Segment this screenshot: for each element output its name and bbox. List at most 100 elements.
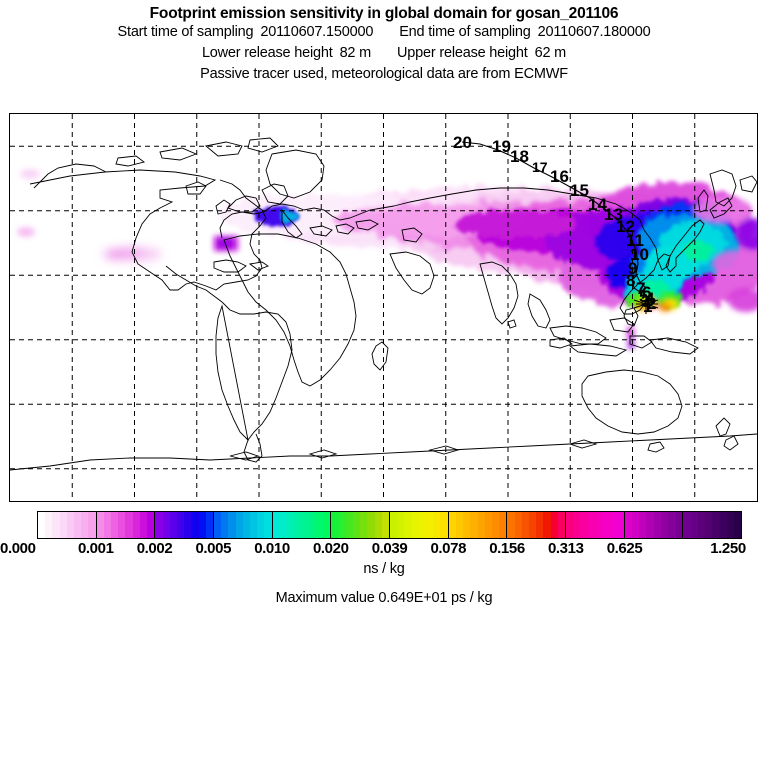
colorbar-tick-11: 1.250 [710, 540, 746, 557]
colorbar-band-5-5 [367, 512, 375, 538]
colorbar-band-11-3 [705, 512, 713, 538]
colorbar-band-6-7 [440, 512, 448, 538]
traj-label-1: 1 [643, 297, 652, 316]
colorbar-band-8-1 [514, 512, 522, 538]
colorbar-tick-9: 0.313 [547, 540, 584, 557]
colorbar-band-1-1 [103, 512, 112, 538]
colorbar-band-11-0 [683, 512, 691, 538]
release-point-cluster: 7 6 5 4 3 2 1 [633, 279, 659, 316]
colorbar-band-7-1 [455, 512, 464, 538]
colorbar-segment-3 [214, 512, 273, 538]
colorbar-tick-4: 0.010 [254, 540, 290, 557]
colorbar-band-7-5 [484, 512, 492, 538]
colorbar [37, 511, 742, 539]
traj-label-5: 5 [639, 287, 648, 306]
colorbar-tick-6: 0.039 [371, 540, 408, 557]
colorbar-band-10-4 [653, 512, 661, 538]
colorbar-band-1-6 [139, 512, 148, 538]
colorbar-band-5-6 [374, 512, 382, 538]
colorbar-band-7-2 [463, 512, 471, 538]
map-plot-area[interactable]: 20 19 18 17 16 15 14 13 12 11 10 9 8 7 6… [9, 113, 758, 502]
colorbar-band-1-5 [132, 512, 140, 538]
traj-label-13: 13 [604, 205, 623, 224]
traj-label-19: 19 [492, 137, 511, 156]
colorbar-segment-6 [390, 512, 449, 538]
colorbar-band-3-7 [264, 512, 272, 538]
start-time-value: 20110607.150000 [260, 24, 374, 40]
colorbar-band-11-1 [690, 512, 698, 538]
colorbar-band-4-1 [279, 512, 288, 538]
colorbar-band-10-6 [667, 512, 676, 538]
colorbar-band-8-0 [507, 512, 515, 538]
coastline-layer [10, 137, 757, 471]
colorbar-band-6-0 [390, 512, 398, 538]
colorbar-band-9-1 [573, 512, 581, 538]
colorbar-band-4-3 [294, 512, 302, 538]
colorbar-band-6-4 [418, 512, 427, 538]
trajectory-day-labels: 20 19 18 17 16 15 14 13 12 11 10 9 8 [453, 133, 649, 290]
colorbar-band-5-1 [338, 512, 346, 538]
colorbar-band-1-7 [147, 512, 155, 538]
colorbar-band-0-7 [88, 512, 96, 538]
colorbar-band-3-0 [214, 512, 222, 538]
colorbar-band-4-0 [272, 512, 280, 538]
colorbar-band-3-4 [242, 512, 251, 538]
traj-label-4: 4 [645, 289, 655, 308]
colorbar-band-8-4 [536, 512, 544, 538]
colorbar-band-2-3 [176, 512, 185, 538]
traj-label-15: 15 [570, 181, 589, 200]
colorbar-band-4-7 [323, 512, 331, 538]
colorbar-band-1-4 [125, 512, 133, 538]
traj-label-10: 10 [630, 245, 649, 264]
traj-label-20: 20 [453, 133, 472, 152]
colorbar-band-11-4 [712, 512, 720, 538]
colorbar-tick-0: 0.000 [0, 540, 36, 557]
colorbar-band-0-6 [81, 512, 89, 538]
colorbar-band-0-3 [59, 512, 67, 538]
colorbar-band-3-6 [257, 512, 265, 538]
colorbar-band-1-0 [96, 512, 104, 538]
colorbar-band-11-6 [726, 512, 734, 538]
traj-label-6: 6 [642, 283, 651, 302]
colorbar-band-0-4 [66, 512, 75, 538]
colorbar-band-10-7 [675, 512, 683, 538]
colorbar-band-4-2 [287, 512, 295, 538]
colorbar-segment-5 [331, 512, 391, 538]
traj-label-11: 11 [626, 231, 644, 250]
colorbar-band-2-0 [155, 512, 163, 538]
colorbar-gradient [37, 511, 742, 539]
colorbar-band-6-5 [426, 512, 434, 538]
release-height-line: Lower release height 82 m Upper release he… [0, 43, 768, 64]
colorbar-band-11-5 [719, 512, 727, 538]
colorbar-band-3-5 [250, 512, 258, 538]
lower-release-label: Lower release height [201, 45, 333, 61]
colorbar-band-9-2 [580, 512, 588, 538]
colorbar-band-0-1 [45, 512, 53, 538]
colorbar-band-6-1 [397, 512, 405, 538]
colorbar-tick-8: 0.156 [489, 540, 525, 557]
colorbar-band-10-1 [631, 512, 640, 538]
colorbar-band-2-2 [169, 512, 177, 538]
traj-label-14: 14 [588, 195, 607, 214]
colorbar-band-6-3 [411, 512, 419, 538]
colorbar-band-1-3 [118, 512, 126, 538]
colorbar-band-9-6 [609, 512, 617, 538]
colorbar-band-4-4 [301, 512, 309, 538]
colorbar-tick-2: 0.002 [136, 540, 173, 557]
upper-release-label: Upper release height [397, 45, 528, 61]
page-title: Footprint emission sensitivity in global… [149, 5, 619, 22]
colorbar-segment-4 [272, 512, 332, 538]
traj-label-16: 16 [550, 167, 569, 186]
colorbar-band-4-5 [308, 512, 316, 538]
end-time-value: 20110607.180000 [537, 24, 651, 40]
tracer-note: Passive tracer used, meteorological data… [200, 66, 568, 82]
colorbar-band-10-3 [646, 512, 654, 538]
colorbar-band-6-2 [404, 512, 412, 538]
traj-label-9: 9 [628, 259, 637, 278]
colorbar-segment-10 [624, 512, 684, 538]
colorbar-band-2-7 [205, 512, 213, 538]
colorbar-band-5-4 [360, 512, 368, 538]
colorbar-band-10-2 [639, 512, 647, 538]
start-time-label: Start time of sampling [117, 24, 254, 40]
colorbar-band-8-2 [521, 512, 529, 538]
